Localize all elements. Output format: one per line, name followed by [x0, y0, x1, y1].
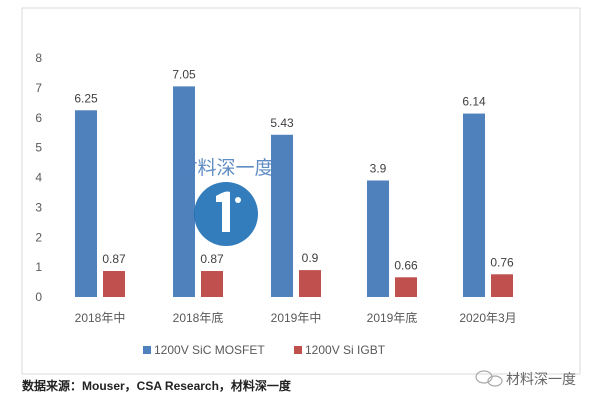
x-tick-label: 2019年中 [271, 310, 322, 325]
data-label: 6.14 [462, 95, 486, 109]
legend-label-sic: 1200V SiC MOSFET [154, 343, 265, 357]
bar-si-igbt [201, 271, 223, 297]
bar-si-igbt [103, 271, 125, 297]
chart-frame [21, 7, 581, 375]
bar-si-igbt [395, 277, 417, 297]
data-label: 0.87 [102, 252, 126, 266]
y-tick-label: 3 [35, 200, 42, 214]
y-tick-label: 5 [35, 141, 42, 155]
data-label: 6.25 [74, 91, 98, 105]
bar-sic-mosfet [173, 86, 195, 297]
legend-swatch-sic [143, 346, 151, 354]
wechat-icon [475, 370, 503, 387]
data-label: 3.9 [370, 161, 387, 175]
y-tick-label: 7 [35, 81, 42, 95]
x-tick-label: 2019年底 [367, 310, 418, 325]
legend: 1200V SiC MOSFET 1200V Si IGBT [143, 343, 386, 357]
legend-swatch-igbt [294, 346, 302, 354]
data-label: 0.9 [302, 251, 319, 265]
data-label: 0.87 [200, 252, 224, 266]
bar-sic-mosfet [367, 180, 389, 297]
y-tick-label: 8 [35, 51, 42, 65]
bar-si-igbt [491, 274, 513, 297]
data-label: 5.43 [270, 116, 294, 130]
y-tick-label: 6 [35, 111, 42, 125]
data-label: 0.76 [490, 255, 514, 269]
bar-sic-mosfet [75, 110, 97, 297]
bar-si-igbt [299, 270, 321, 297]
bar-sic-mosfet [463, 113, 485, 297]
y-tick-label: 0 [35, 290, 42, 304]
x-tick-label: 2020年3月 [459, 311, 516, 325]
x-tick-label: 2018年中 [75, 310, 126, 325]
data-label: 0.66 [394, 258, 418, 272]
y-tick-label: 2 [35, 230, 42, 244]
data-label: 7.05 [172, 67, 196, 81]
y-tick-label: 1 [35, 260, 42, 274]
watermark: 材料深一度 [475, 370, 576, 387]
y-tick-label: 4 [35, 171, 42, 185]
watermark-text: 材料深一度 [506, 371, 576, 387]
x-tick-label: 2018年底 [173, 310, 224, 325]
legend-label-igbt: 1200V Si IGBT [305, 343, 386, 357]
source-note: 数据来源：Mouser，CSA Research，材料深一度 [22, 378, 292, 393]
center-watermark: 材料深一度 [178, 157, 274, 246]
bar-sic-mosfet [271, 134, 293, 297]
center-watermark-text: 材料深一度 [178, 157, 273, 179]
